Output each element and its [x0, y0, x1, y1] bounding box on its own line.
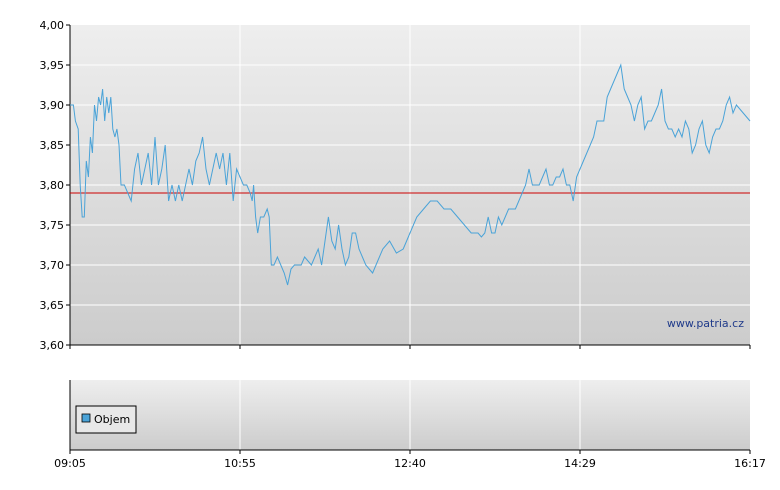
price-y-tick-label: 3,85: [40, 139, 65, 152]
x-tick-label: 16:17: [734, 457, 766, 470]
price-grid: [70, 25, 750, 345]
price-y-tick-label: 3,65: [40, 299, 65, 312]
price-y-tick-label: 3,60: [40, 339, 65, 352]
price-y-tick-label: 3,90: [40, 99, 65, 112]
watermark: www.patria.cz: [667, 317, 744, 330]
x-axis-labels: 09:05 10:55 12:40 14:29 16:17: [54, 457, 766, 470]
x-tick-label: 14:29: [564, 457, 596, 470]
price-y-tick-label: 3,95: [40, 59, 65, 72]
price-x-tick-marks: [69, 345, 751, 349]
x-tick-label: 09:05: [54, 457, 86, 470]
price-y-tick-label: 3,80: [40, 179, 65, 192]
legend: Objem: [75, 405, 137, 434]
volume-grid: [239, 380, 581, 450]
x-tick-label: 12:40: [394, 457, 426, 470]
x-tick-label: 10:55: [224, 457, 256, 470]
price-panel: 4,00 3,95 3,90 3,85 3,80 3,75 3,70 3,65 3,60 www…: [40, 19, 751, 352]
price-y-tick-label: 4,00: [40, 19, 65, 32]
legend-label: Objem: [94, 413, 130, 426]
legend-swatch: [81, 413, 91, 423]
price-y-tick-label: 3,75: [40, 219, 65, 232]
volume-x-tick-marks: [69, 450, 751, 454]
price-y-axis-ticks: 4,00 3,95 3,90 3,85 3,80 3,75 3,70 3,65 3,60: [40, 19, 70, 352]
price-series-line: [70, 63, 751, 286]
price-y-tick-label: 3,70: [40, 259, 65, 272]
volume-panel: Objem: [69, 380, 751, 454]
